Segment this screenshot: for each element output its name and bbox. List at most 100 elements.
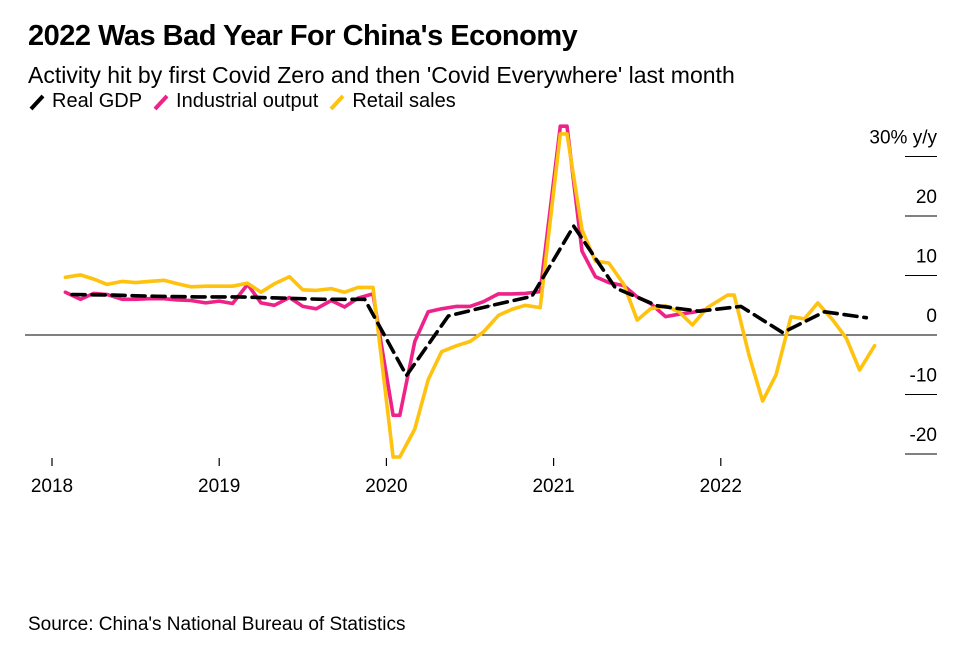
data-point-retail-sales xyxy=(93,278,95,280)
data-point-industrial-output xyxy=(344,306,346,308)
series-line-real-gdp xyxy=(70,224,869,378)
data-point-real-gdp xyxy=(196,296,199,298)
data-point-real-gdp xyxy=(573,225,575,227)
data-point-real-gdp xyxy=(740,305,742,307)
x-tick-label: 2021 xyxy=(532,476,574,497)
data-point-retail-sales xyxy=(733,294,735,296)
data-point-real-gdp xyxy=(322,298,324,300)
data-point-industrial-output xyxy=(260,302,262,304)
data-point-industrial-output xyxy=(163,298,165,300)
data-point-industrial-output xyxy=(176,299,178,301)
data-point-retail-sales xyxy=(748,355,750,357)
data-point-retail-sales xyxy=(441,351,443,353)
x-tick-label: 2020 xyxy=(365,476,407,497)
data-point-real-gdp xyxy=(865,317,867,319)
data-point-industrial-output xyxy=(665,316,667,318)
data-point-retail-sales xyxy=(539,307,541,309)
legend-label-retail-sales: Retail sales xyxy=(352,90,456,112)
data-point-real-gdp xyxy=(364,298,366,300)
data-point-retail-sales xyxy=(64,276,66,278)
data-point-industrial-output xyxy=(148,298,150,300)
data-point-industrial-output xyxy=(205,302,207,304)
data-point-retail-sales xyxy=(726,294,729,296)
data-point-industrial-output xyxy=(594,276,597,278)
data-point-retail-sales xyxy=(163,279,165,281)
y-tick-label: -10 xyxy=(910,366,937,387)
legend-swatch-industrial-output xyxy=(153,94,169,110)
data-point-industrial-output xyxy=(441,308,443,310)
x-tick-label: 2018 xyxy=(31,476,73,497)
y-tick-label: 0 xyxy=(926,306,937,327)
data-point-retail-sales xyxy=(497,314,499,316)
data-point-industrial-output xyxy=(511,293,513,295)
series-line-industrial-output xyxy=(63,124,710,418)
y-tick-label: -20 xyxy=(910,425,937,446)
legend-label-industrial-output: Industrial output xyxy=(176,90,319,112)
data-point-real-gdp xyxy=(614,287,617,289)
data-point-industrial-output xyxy=(482,301,484,303)
data-point-retail-sales xyxy=(135,282,137,284)
data-point-retail-sales xyxy=(762,400,764,402)
y-tick-label: 10 xyxy=(916,247,937,268)
data-point-retail-sales xyxy=(469,340,471,343)
data-point-industrial-output xyxy=(315,308,317,310)
data-point-retail-sales xyxy=(414,428,416,430)
data-point-retail-sales xyxy=(247,282,249,284)
data-point-real-gdp xyxy=(782,332,784,334)
data-point-industrial-output xyxy=(79,298,81,300)
x-tick-label: 2019 xyxy=(198,476,240,497)
data-point-retail-sales xyxy=(106,283,108,285)
data-point-retail-sales xyxy=(845,337,847,339)
data-point-retail-sales xyxy=(456,345,458,347)
data-point-retail-sales xyxy=(817,302,819,304)
data-point-retail-sales xyxy=(315,289,317,291)
data-point-real-gdp xyxy=(447,315,449,317)
legend-item-industrial-output: Industrial output xyxy=(152,90,318,113)
data-point-retail-sales xyxy=(218,285,220,287)
source-note: Source: China's National Bureau of Stati… xyxy=(28,614,406,635)
data-point-retail-sales xyxy=(608,262,610,264)
data-point-industrial-output xyxy=(497,293,499,295)
data-point-industrial-output xyxy=(218,300,220,302)
data-point-industrial-output xyxy=(559,125,561,127)
data-point-retail-sales xyxy=(176,283,178,285)
legend: Real GDP Industrial output Retail sales xyxy=(28,90,456,113)
data-point-industrial-output xyxy=(392,414,394,416)
data-point-retail-sales xyxy=(232,285,234,287)
data-point-industrial-output xyxy=(135,298,137,300)
data-point-industrial-output xyxy=(273,304,275,306)
data-point-industrial-output xyxy=(608,282,610,284)
data-point-retail-sales xyxy=(260,291,262,293)
data-point-retail-sales xyxy=(650,308,652,310)
data-point-industrial-output xyxy=(121,298,123,300)
data-point-retail-sales xyxy=(482,331,484,333)
data-point-retail-sales xyxy=(399,456,401,458)
chart-title: 2022 Was Bad Year For China's Economy xyxy=(28,20,578,52)
data-point-retail-sales xyxy=(344,291,346,293)
data-point-retail-sales xyxy=(273,283,275,285)
x-tick-label: 2022 xyxy=(700,476,742,497)
data-point-retail-sales xyxy=(636,319,638,321)
data-point-retail-sales xyxy=(874,345,876,347)
data-point-retail-sales xyxy=(372,286,374,288)
data-point-retail-sales xyxy=(706,307,709,309)
legend-swatch-retail-sales xyxy=(329,94,345,110)
data-point-real-gdp xyxy=(155,295,157,297)
data-point-retail-sales xyxy=(581,229,583,231)
data-point-industrial-output xyxy=(581,250,583,252)
series-line-retail-sales xyxy=(63,132,877,459)
data-point-industrial-output xyxy=(414,340,416,343)
data-point-real-gdp xyxy=(656,305,658,307)
data-point-retail-sales xyxy=(623,283,625,285)
legend-label-real-gdp: Real GDP xyxy=(52,90,143,112)
data-point-industrial-output xyxy=(524,292,526,294)
data-point-real-gdp xyxy=(238,296,240,298)
data-point-retail-sales xyxy=(121,280,123,282)
data-point-retail-sales xyxy=(79,274,81,276)
data-point-retail-sales xyxy=(511,308,513,310)
data-point-real-gdp xyxy=(71,293,73,296)
data-point-retail-sales xyxy=(678,311,680,313)
data-point-retail-sales xyxy=(566,133,568,135)
data-point-industrial-output xyxy=(469,305,471,307)
